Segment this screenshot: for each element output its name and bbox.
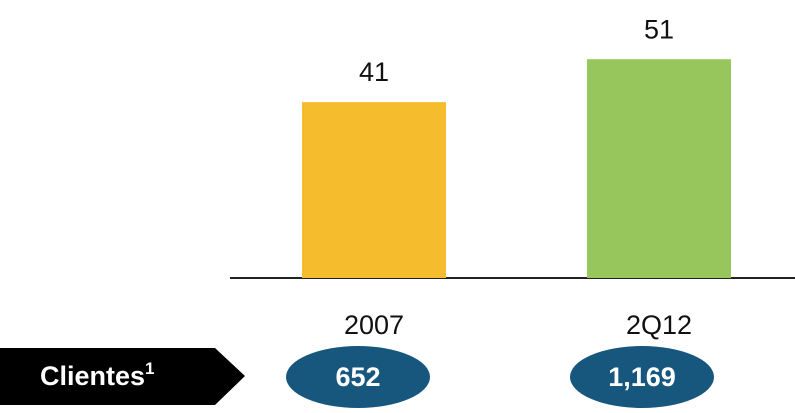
clients-value: 1,169	[608, 362, 676, 392]
clients-oval	[286, 346, 430, 408]
bar	[587, 59, 731, 279]
value-label: 41	[359, 57, 389, 87]
clients-label: Clientes1	[40, 359, 155, 391]
x-tick-label: 2Q12	[626, 310, 692, 340]
clients-label-text: Clientes	[40, 361, 145, 391]
x-tick-label: 2007	[344, 310, 404, 340]
clients-value: 652	[335, 362, 380, 392]
clients-arrow	[0, 348, 245, 405]
clients-oval	[570, 346, 714, 408]
value-label: 51	[644, 14, 674, 44]
bar	[302, 102, 446, 278]
footnote-mark: 1	[145, 359, 154, 378]
